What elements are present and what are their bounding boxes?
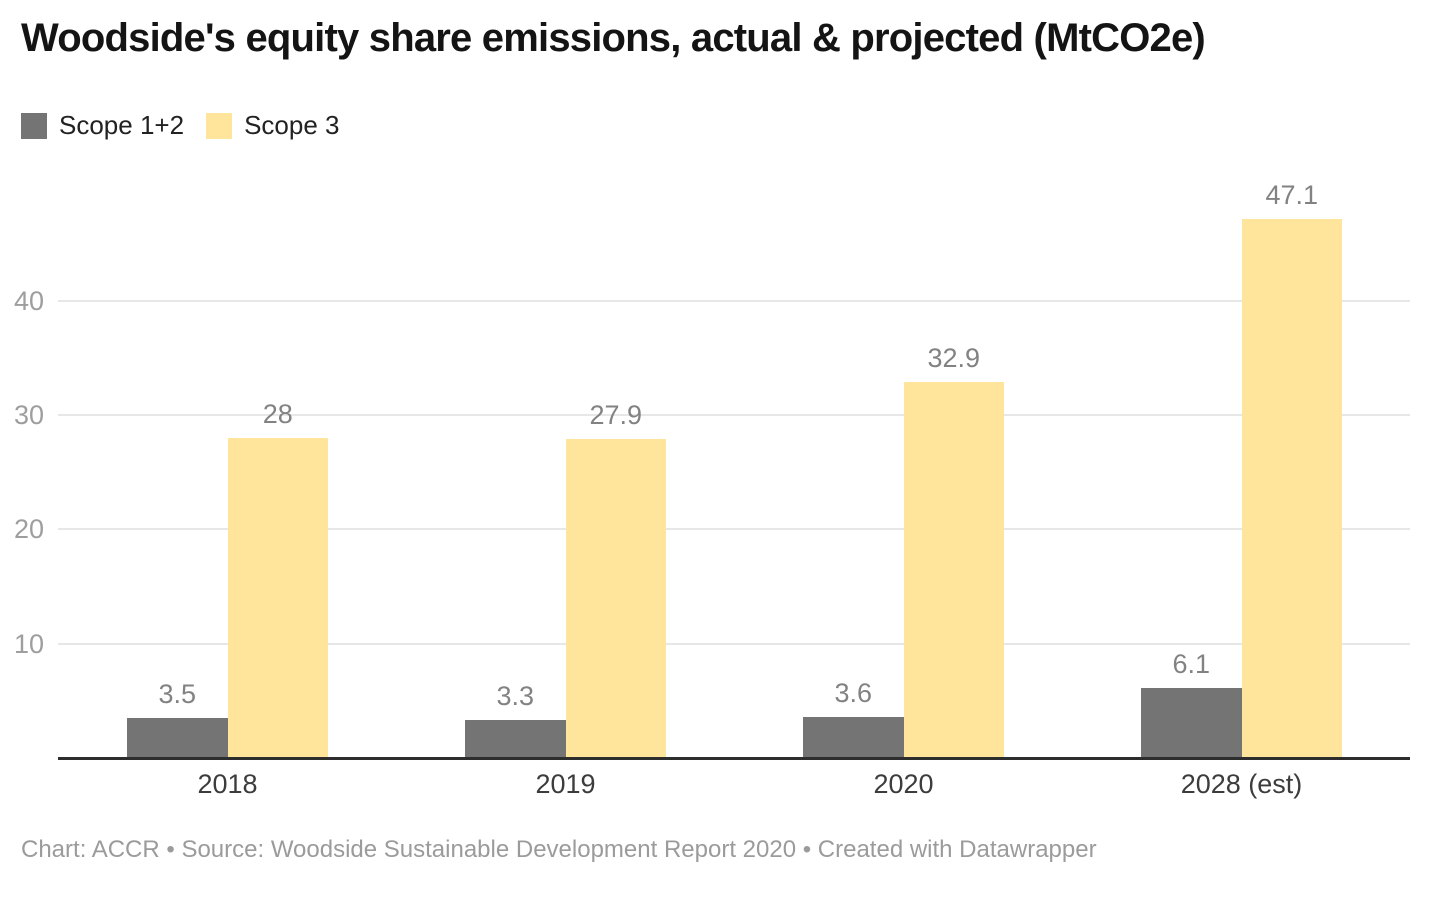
x-axis-line [58, 757, 1410, 760]
value-label: 32.9 [927, 342, 981, 373]
bar-scope-1-2-2020[interactable] [803, 716, 904, 758]
bar-scope-3-2019[interactable] [565, 439, 666, 758]
bar-scope-1-2-2018[interactable] [127, 717, 228, 758]
legend-label-scope-1-2: Scope 1+2 [59, 110, 185, 140]
gridline-y-30 [58, 413, 1410, 416]
legend-swatch-scope-1-2 [21, 112, 47, 139]
bar-scope-3-2018[interactable] [227, 437, 328, 758]
bar-scope-3-2020[interactable] [903, 381, 1004, 758]
y-axis-tick-20: 20 [13, 514, 44, 545]
value-label: 3.3 [496, 681, 535, 712]
legend-label-scope-3: Scope 3 [244, 110, 340, 140]
bar-group-2018: 3.5 28 [127, 399, 328, 758]
bar-scope-1-2-2028-est-[interactable] [1141, 688, 1242, 758]
bar-scope-3-2028-est-[interactable] [1241, 219, 1342, 758]
legend-item-scope-3: Scope 3 [206, 110, 339, 141]
gridline-y-40 [58, 299, 1410, 302]
bar-group-2028-est-: 6.1 47.1 [1141, 180, 1342, 758]
x-axis-label-2020: 2020 [873, 769, 934, 799]
bar-group-2019: 3.3 27.9 [465, 400, 666, 758]
value-label: 28 [262, 398, 293, 429]
bar-group-2020: 3.6 32.9 [803, 343, 1004, 758]
y-axis-tick-10: 10 [13, 628, 44, 659]
bar-scope-1-2-2019[interactable] [465, 720, 566, 758]
value-label: 47.1 [1265, 180, 1319, 211]
chart-attribution: Chart: ACCR • Source: Woodside Sustainab… [21, 836, 1097, 863]
value-label: 6.1 [1172, 649, 1211, 680]
legend-item-scope-1-2: Scope 1+2 [21, 110, 184, 141]
legend: Scope 1+2 Scope 3 [21, 110, 339, 141]
y-axis-tick-30: 30 [13, 399, 44, 430]
x-axis-label-2018: 2018 [197, 769, 258, 799]
value-label: 3.6 [834, 677, 873, 708]
gridline-y-10 [58, 642, 1410, 645]
plot-area: 10 20 30 40 3.5 28 2018 3.3 27.9 2019 3.6 32.9 2020 6… [14, 160, 1410, 799]
value-label: 27.9 [589, 400, 643, 430]
x-axis-label-2019: 2019 [535, 769, 596, 799]
chart-title: Woodside's equity share emissions, actua… [21, 16, 1206, 60]
legend-swatch-scope-3 [206, 112, 233, 139]
value-label: 3.5 [158, 678, 197, 709]
x-axis-label-2028-est-: 2028 (est) [1180, 769, 1303, 799]
gridline-y-20 [58, 528, 1410, 531]
y-axis-tick-40: 40 [13, 285, 44, 316]
